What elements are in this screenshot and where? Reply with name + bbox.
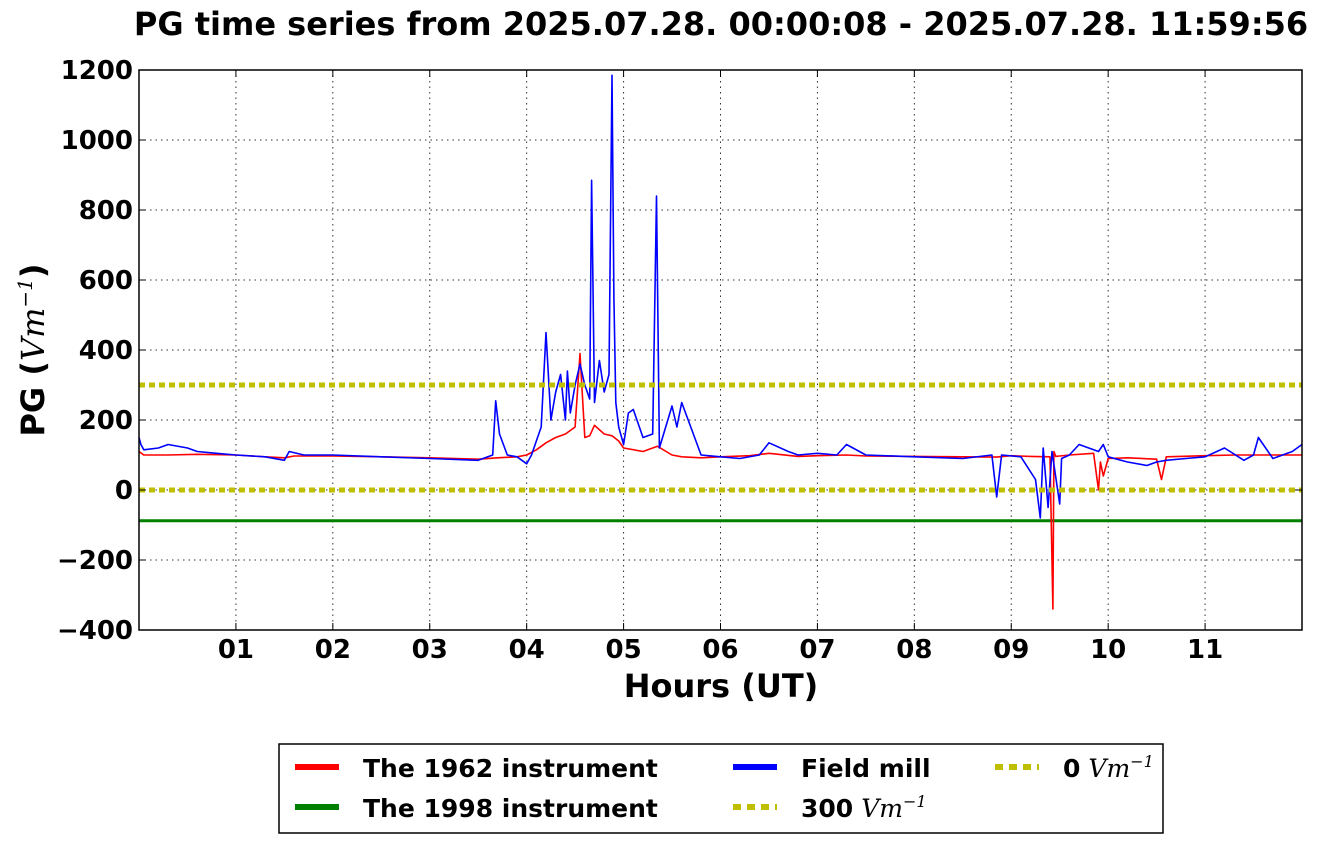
- y-axis-label-prefix: PG (: [14, 361, 52, 436]
- series-line-0: [138, 352, 1302, 610]
- legend: The 1962 instrument The 1998 instrument Fi…: [278, 743, 1164, 834]
- y-tick-label-1: 1000: [61, 126, 133, 156]
- y-axis-label-unit: Vm: [14, 308, 52, 361]
- y-tick-label-6: 0: [115, 476, 133, 506]
- plot-series: [138, 74, 1303, 610]
- x-tick-label-5: 06: [702, 635, 738, 665]
- y-axis-label-suffix: ): [14, 263, 52, 278]
- x-tick-label-3: 04: [509, 635, 545, 665]
- x-tick-label-0: 01: [218, 635, 254, 665]
- y-tick-label-0: 1200: [61, 56, 133, 86]
- legend-label-1: The 1998 instrument: [363, 794, 658, 823]
- y-axis-label: PG (Vm−1): [13, 263, 52, 436]
- legend-frame: [278, 743, 1164, 834]
- x-tick-label-8: 09: [993, 635, 1029, 665]
- legend-label-3: 300 Vm−1: [801, 792, 927, 823]
- y-tick-label-4: 400: [79, 336, 133, 366]
- legend-entry-2: Field mill: [733, 754, 931, 783]
- y-tick-label-7: −200: [57, 546, 133, 576]
- x-tick-label-4: 05: [605, 635, 641, 665]
- y-axis-label-exponent: −1: [13, 278, 37, 307]
- legend-entry-1: The 1998 instrument: [295, 794, 658, 823]
- series-line-2: [138, 74, 1303, 519]
- x-tick-label-10: 11: [1187, 635, 1223, 665]
- x-tick-label-1: 02: [315, 635, 351, 665]
- legend-entry-3: 300 Vm−1: [733, 792, 927, 823]
- legend-entry-4: 0 Vm−1: [995, 752, 1154, 783]
- y-ticks: 1200 1000 800 600 400 200 0 −200 −400: [57, 56, 1302, 646]
- legend-label-2: Field mill: [801, 754, 931, 783]
- y-tick-label-2: 800: [79, 196, 133, 226]
- x-axis-label: Hours (UT): [624, 667, 819, 705]
- x-ticks: 01 02 03 04 05 06 07 08 09 10 11: [218, 70, 1223, 665]
- legend-label-0: The 1962 instrument: [363, 754, 658, 783]
- y-tick-label-3: 600: [79, 266, 133, 296]
- legend-label-4: 0 Vm−1: [1063, 752, 1154, 783]
- y-tick-label-5: 200: [79, 406, 133, 436]
- y-tick-label-8: −400: [57, 616, 133, 646]
- x-tick-label-6: 07: [799, 635, 835, 665]
- legend-entry-0: The 1962 instrument: [295, 754, 658, 783]
- grid: [139, 69, 1302, 631]
- x-tick-label-7: 08: [896, 635, 932, 665]
- x-tick-label-9: 10: [1090, 635, 1126, 665]
- chart-title: PG time series from 2025.07.28. 00:00:08…: [134, 5, 1308, 43]
- x-tick-label-2: 03: [412, 635, 448, 665]
